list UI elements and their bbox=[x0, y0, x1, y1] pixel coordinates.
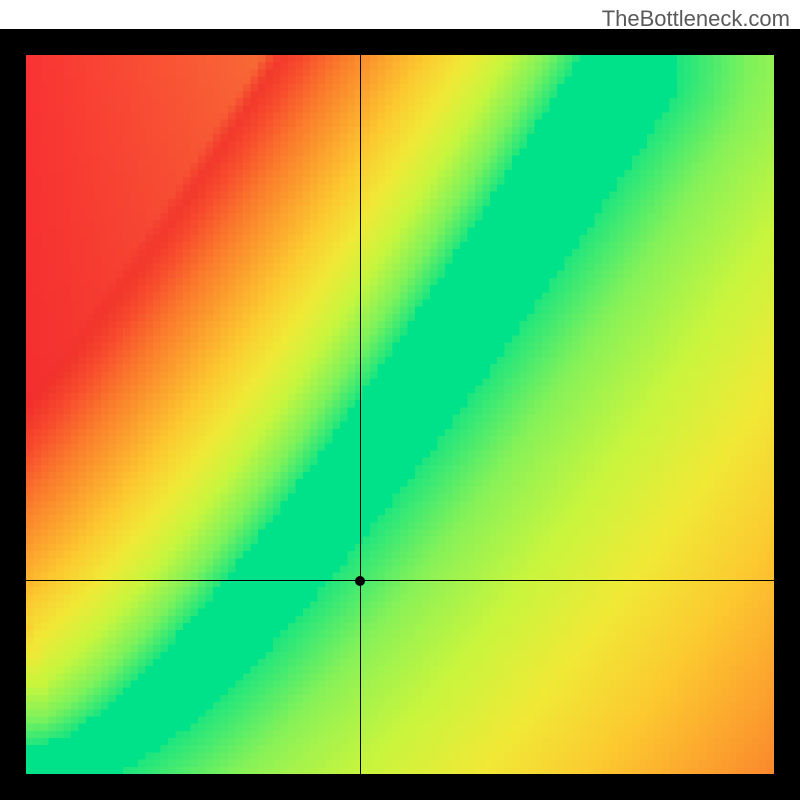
watermark-label: TheBottleneck.com bbox=[602, 6, 790, 32]
crosshair-marker bbox=[355, 576, 365, 586]
plot-outer-frame bbox=[0, 29, 800, 800]
crosshair-vertical bbox=[360, 55, 361, 774]
crosshair-horizontal bbox=[26, 580, 774, 581]
